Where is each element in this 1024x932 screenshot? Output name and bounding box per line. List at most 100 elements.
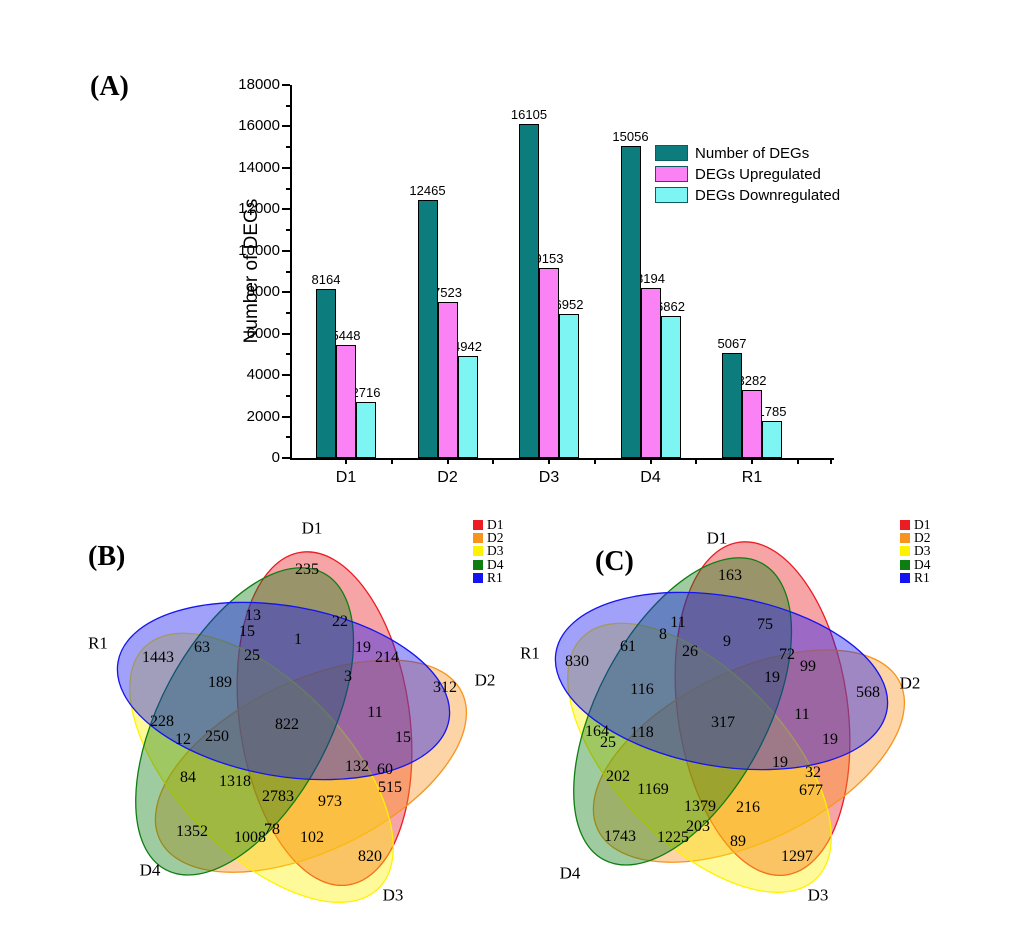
venn-region-count: 1379 [684,798,716,815]
venn-set-label-d1: D1 [301,518,323,538]
x-category-label: D2 [437,469,458,486]
venn-region-count: 515 [378,779,402,796]
venn-region-count: 26 [682,643,698,660]
venn-region-count: 25 [600,734,616,751]
y-axis-tick [282,291,290,294]
venn-region-count: 78 [264,821,280,838]
venn-set-label-d1: D1 [706,528,728,548]
venn-ellipse-d2 [592,649,906,863]
legend-swatch-3 [655,187,688,203]
venn-ellipse-r1 [554,591,889,771]
y-tick-label: 6000 [246,324,280,342]
venn-region-count: 820 [358,848,382,865]
venn-region-count: 214 [375,649,399,666]
venn-region-count: 203 [686,818,710,835]
venn-legend-swatch-d2 [473,533,483,544]
bar-value-label: 16105 [510,107,548,122]
x-axis-tick [751,458,753,464]
venn-legend-label-r1: R1 [487,569,503,585]
y-axis-tick [282,457,290,459]
venn-region-count: 830 [565,653,589,670]
venn-region-count: 164 [585,723,609,740]
y-tick-label: 16000 [238,117,280,135]
venn-region-count: 216 [736,799,760,816]
venn-set-label-d2: D2 [474,670,496,690]
x-category-label: D4 [640,469,661,486]
x-axis-tick [446,458,449,464]
bar-degs-downregulated-d1 [356,402,376,458]
y-axis-tick [286,353,290,356]
bar-value-label: 2716 [351,385,381,400]
venn-set-label-d2: D2 [899,673,921,693]
venn-ellipse-d3 [129,632,394,903]
venn-region-count: 1008 [234,829,266,846]
y-axis-tick [286,187,290,190]
venn-region-count: 60 [377,761,393,778]
bar-value-label: 7523 [433,285,462,300]
bar-degs-upregulated-r1 [742,390,762,458]
bar-degs-upregulated-d4 [640,288,661,458]
bar-value-label: 6952 [554,297,584,312]
venn-region-count: 2783 [262,788,294,805]
venn-region-count: 163 [718,567,742,584]
x-axis-tick [390,458,393,464]
venn-region-count: 1169 [637,781,669,798]
legend-swatch-2 [655,166,688,182]
venn-region-count: 118 [630,724,654,741]
venn-region-count: 228 [150,713,174,730]
venn-region-count: 15 [239,623,255,640]
venn-region-count: 235 [295,561,319,578]
venn-region-count: 25 [244,647,260,664]
venn-legend-label-d1: D1 [487,517,504,532]
venn-region-count: 102 [300,829,324,846]
venn-region-count: 9 [723,633,731,650]
bar-number-of-degs-d3 [519,124,539,458]
bar-chart-panel: 0 2000 4000 6000 8000 10000 12000 14000 16000 180… [238,76,841,486]
panel-b-label: (B) [88,541,126,572]
venn-region-count: 19 [355,639,371,656]
venn-region-count: 568 [856,684,880,701]
bar-degs-upregulated-d1 [336,345,356,458]
venn-legend-label-d3: D3 [914,543,931,559]
venn-legend-label-d4: D4 [487,556,504,572]
x-axis-tick [345,458,347,464]
legend-label-3: DEGs Downregulated [695,187,841,204]
venn-region-count: 19 [772,754,788,771]
venn-region-count: 677 [799,782,823,799]
venn-region-count: 312 [433,679,457,696]
venn-region-count: 19 [764,669,780,686]
y-axis-tick [286,311,290,314]
venn-set-label-r1: R1 [88,633,108,653]
legend-label-2: DEGs Upregulated [695,166,821,183]
y-axis-tick [286,394,290,397]
venn-region-count: 12 [175,731,191,748]
bar-value-label: 5448 [331,328,361,343]
y-tick-label: 4000 [246,366,280,384]
plot-area [290,85,834,460]
bar-value-label: 15056 [612,129,649,144]
venn-region-count: 250 [205,728,229,745]
bar-number-of-degs-r1 [722,353,742,458]
venn-ellipse-d4 [573,557,793,866]
venn-region-count: 22 [332,613,348,630]
venn-legend-swatch-d2 [900,533,910,544]
venn-region-count: 32 [805,764,821,781]
venn-region-count: 1443 [142,649,174,666]
x-category-label: D1 [335,469,357,486]
venn-set-label-d4: D4 [139,860,161,880]
y-axis-tick [286,436,290,439]
bar-number-of-degs-d1 [316,289,336,458]
venn-set-label-r1: R1 [520,643,540,663]
venn-ellipse-d1 [674,541,851,877]
venn-set-label-d3: D3 [382,885,404,905]
bar-value-label: 1785 [757,404,787,419]
bar-degs-downregulated-d3 [559,314,579,458]
venn-legend-swatch-r1 [900,572,910,583]
venn-region-count: 317 [711,714,735,731]
venn-region-count: 1352 [176,823,208,840]
y-tick-label: 10000 [238,241,280,259]
venn-region-count: 72 [779,646,795,663]
venn-legend-swatch-r1 [473,572,483,583]
y-tick-label: 8000 [246,283,280,301]
venn-legend-swatch-d3 [473,546,483,557]
